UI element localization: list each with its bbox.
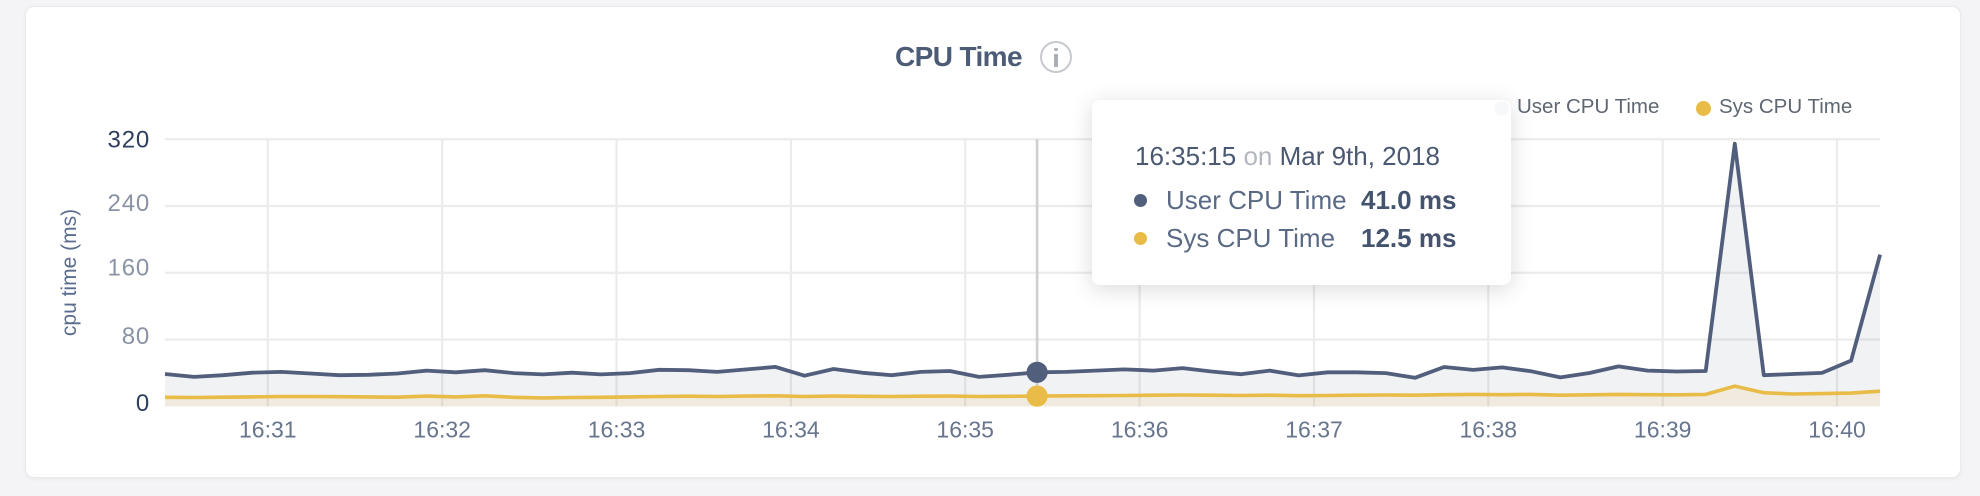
svg-text:16:31: 16:31 [239,417,297,443]
svg-text:16:38: 16:38 [1460,417,1518,443]
svg-text:240: 240 [108,190,150,217]
svg-text:16:37: 16:37 [1285,417,1343,443]
svg-text:80: 80 [122,323,150,350]
svg-text:0: 0 [136,390,150,417]
svg-text:16:39: 16:39 [1634,417,1692,443]
svg-text:16:34: 16:34 [762,417,820,443]
svg-text:160: 160 [108,255,150,282]
svg-text:16:40: 16:40 [1808,417,1866,443]
svg-text:320: 320 [108,127,150,154]
svg-text:16:32: 16:32 [413,417,471,443]
svg-text:16:36: 16:36 [1111,417,1169,443]
svg-text:16:35: 16:35 [936,417,994,443]
svg-text:16:33: 16:33 [588,417,646,443]
svg-text:cpu time (ms): cpu time (ms) [58,209,81,336]
